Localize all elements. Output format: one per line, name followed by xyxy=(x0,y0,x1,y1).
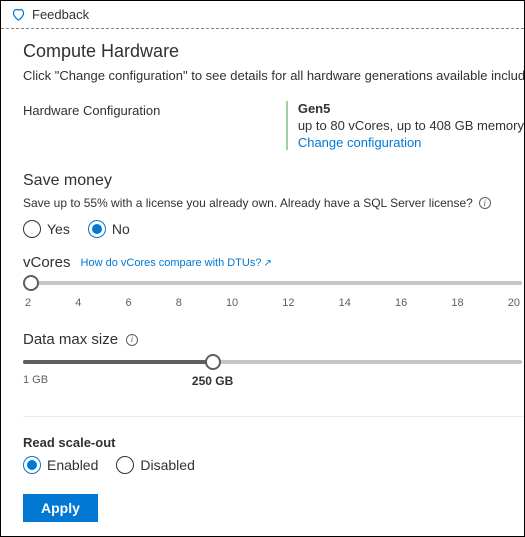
vcores-compare-link[interactable]: How do vCores compare with DTUs?↗ xyxy=(81,257,272,269)
info-icon[interactable]: i xyxy=(126,334,138,346)
license-no-option[interactable]: No xyxy=(88,220,130,238)
change-configuration-link[interactable]: Change configuration xyxy=(298,135,524,150)
vcores-label: vCores xyxy=(23,254,71,271)
info-icon[interactable]: i xyxy=(479,197,491,209)
vcores-tick: 12 xyxy=(282,297,294,309)
license-yes-option[interactable]: Yes xyxy=(23,220,70,238)
license-radio-group: Yes No xyxy=(23,220,524,238)
data-max-min-label: 1 GB xyxy=(23,374,48,386)
vcores-tick: 14 xyxy=(339,297,351,309)
slider-thumb[interactable] xyxy=(205,354,221,370)
vcores-tick: 18 xyxy=(451,297,463,309)
compute-hardware-desc: Click "Change configuration" to see deta… xyxy=(23,68,524,83)
vcores-tick: 8 xyxy=(176,297,182,309)
vcores-ticks: 2 4 6 8 10 12 14 16 18 20 xyxy=(23,297,522,309)
save-money-title: Save money xyxy=(23,172,524,190)
heart-icon xyxy=(11,7,26,22)
read-scale-disabled-label: Disabled xyxy=(140,457,194,473)
radio-icon xyxy=(23,220,41,238)
vcores-tick: 20 xyxy=(508,297,520,309)
vcores-tick: 6 xyxy=(125,297,131,309)
save-money-desc: Save up to 55% with a license you alread… xyxy=(23,196,473,210)
data-max-size-label: Data max size xyxy=(23,331,118,348)
slider-thumb[interactable] xyxy=(23,275,39,291)
data-max-size-slider[interactable]: 1 GB 250 GB xyxy=(23,360,524,388)
compute-hardware-title: Compute Hardware xyxy=(23,41,524,62)
vcores-tick: 4 xyxy=(75,297,81,309)
vcores-tick: 10 xyxy=(226,297,238,309)
hardware-spec: up to 80 vCores, up to 408 GB memory xyxy=(298,118,524,133)
read-scale-radio-group: Enabled Disabled xyxy=(23,456,524,474)
divider xyxy=(23,416,524,417)
apply-button[interactable]: Apply xyxy=(23,494,98,522)
license-no-label: No xyxy=(112,221,130,237)
feedback-bar[interactable]: Feedback xyxy=(1,1,524,29)
radio-icon xyxy=(23,456,41,474)
data-max-value-label: 250 GB xyxy=(192,374,233,388)
external-link-icon: ↗ xyxy=(263,258,271,269)
hardware-config-label: Hardware Configuration xyxy=(23,101,286,118)
read-scale-out-title: Read scale-out xyxy=(23,435,524,450)
hardware-gen: Gen5 xyxy=(298,101,524,116)
read-scale-enabled-option[interactable]: Enabled xyxy=(23,456,98,474)
vcores-slider[interactable]: 2 4 6 8 10 12 14 16 18 20 xyxy=(23,281,524,309)
hardware-config-value: Gen5 up to 80 vCores, up to 408 GB memor… xyxy=(286,101,524,150)
vcores-tick: 2 xyxy=(25,297,31,309)
radio-icon xyxy=(116,456,134,474)
read-scale-enabled-label: Enabled xyxy=(47,457,98,473)
license-yes-label: Yes xyxy=(47,221,70,237)
feedback-label: Feedback xyxy=(32,7,89,22)
radio-icon xyxy=(88,220,106,238)
vcores-tick: 16 xyxy=(395,297,407,309)
read-scale-disabled-option[interactable]: Disabled xyxy=(116,456,194,474)
